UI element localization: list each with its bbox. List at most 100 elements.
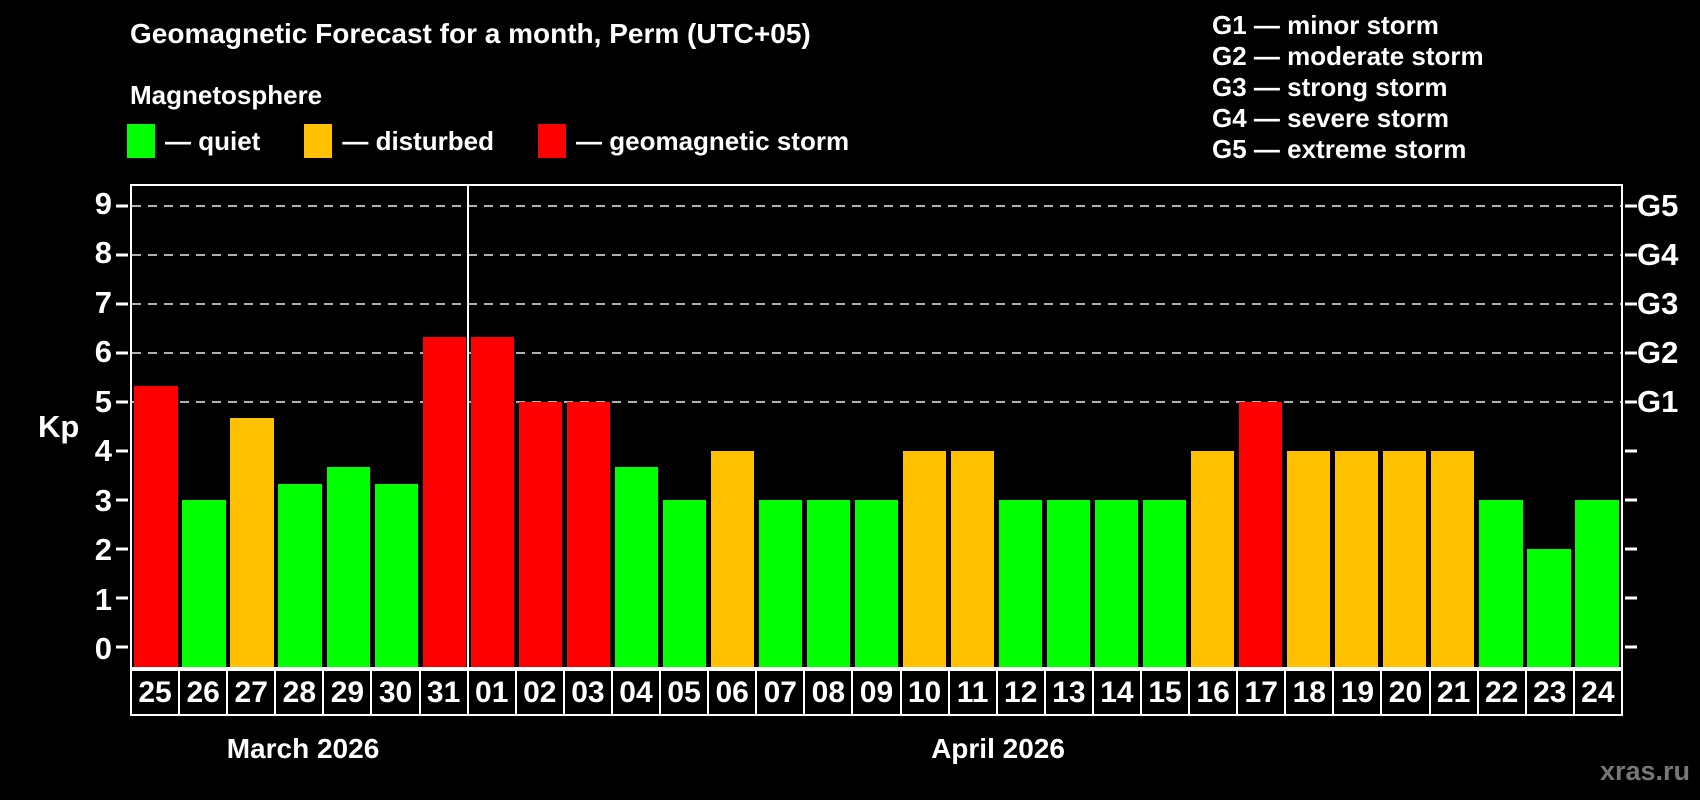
kp-bar-11 — [950, 451, 995, 667]
legend-item-disturbed: — disturbed — [304, 124, 494, 158]
kp-bar-20 — [1383, 451, 1427, 667]
g-axis-label-g2: G2 — [1637, 334, 1679, 370]
day-label-19: 19 — [1332, 671, 1380, 714]
month-separator-line — [467, 186, 470, 667]
day-label-03: 03 — [562, 671, 611, 714]
activity-legend: — quiet — disturbed — geomagnetic storm — [127, 124, 849, 158]
day-axis-row: 25 26 27 28 29 30 31 01 02 03 04 05 06 07 08 09 10 11 12 13… — [130, 669, 1623, 716]
magnetosphere-label: Magnetosphere — [130, 80, 323, 110]
day-label-06: 06 — [707, 671, 755, 714]
day-label-21: 21 — [1428, 671, 1477, 714]
kp-axis-tick-labels: 0 1 2 3 4 5 6 7 8 9 — [0, 184, 112, 669]
day-label-13: 13 — [1043, 671, 1092, 714]
kp-tick-label-3: 3 — [94, 482, 112, 518]
day-label-23: 23 — [1524, 671, 1573, 714]
g-axis-label-g1: G1 — [1637, 383, 1679, 419]
watermark-xras: xras.ru — [1599, 756, 1690, 786]
kp-bar-19 — [1335, 451, 1379, 667]
day-label-25: 25 — [138, 675, 172, 709]
month-label-march: March 2026 — [226, 733, 380, 764]
day-label-31: 31 — [418, 671, 467, 714]
kp-bar-22 — [1479, 500, 1523, 667]
legend-label-quiet: — quiet — [165, 125, 261, 156]
kp-bar-29 — [326, 467, 370, 667]
kp-bar-06 — [710, 451, 754, 667]
kp-bar-14 — [1095, 500, 1139, 667]
day-label-01: 01 — [466, 671, 515, 714]
kp-bar-28 — [278, 483, 322, 667]
kp-tick-label-4: 4 — [94, 433, 112, 469]
kp-tick-label-1: 1 — [94, 581, 112, 617]
kp-tick-right-2 — [1625, 547, 1637, 551]
kp-tick-right-9 — [1625, 204, 1637, 208]
g-legend-line-1: G1 — minor storm — [1212, 10, 1439, 40]
kp-tick-right-1 — [1625, 596, 1637, 600]
gridline-kp8 — [132, 253, 1621, 256]
kp-bar-07 — [758, 500, 803, 667]
gridline-kp5 — [132, 400, 1621, 403]
day-label-24: 24 — [1572, 671, 1621, 714]
kp-tick-left-5 — [116, 400, 128, 404]
day-label-30: 30 — [370, 671, 418, 714]
g-legend-line-3: G3 — strong storm — [1212, 72, 1448, 102]
day-label-22: 22 — [1476, 671, 1525, 714]
day-label-02: 02 — [514, 671, 563, 714]
kp-tick-right-6 — [1625, 351, 1637, 355]
month-label-april: April 2026 — [931, 733, 1065, 764]
kp-bar-01 — [470, 336, 514, 667]
storm-color-swatch — [538, 124, 567, 158]
g-scale-legend: G1 — minor storm G2 — moderate storm G3 — … — [1212, 10, 1484, 165]
kp-tick-left-9 — [116, 204, 128, 208]
day-label-09: 09 — [851, 671, 899, 714]
day-label-26: 26 — [178, 671, 226, 714]
kp-tick-right-8 — [1625, 253, 1637, 257]
g-axis-label-g4: G4 — [1637, 236, 1679, 272]
legend-item-quiet: — quiet — [127, 124, 260, 158]
kp-bar-30 — [374, 483, 418, 667]
kp-bar-18 — [1287, 451, 1331, 667]
day-label-16: 16 — [1188, 671, 1236, 714]
kp-bar-26 — [182, 500, 226, 667]
day-label-29: 29 — [322, 671, 370, 714]
legend-label-storm: — geomagnetic storm — [576, 125, 850, 156]
day-label-15: 15 — [1139, 671, 1188, 714]
kp-tick-label-0: 0 — [94, 631, 112, 667]
kp-tick-left-0 — [116, 645, 128, 649]
kp-tick-right-4 — [1625, 449, 1637, 453]
kp-axis-title: Kp — [38, 409, 80, 444]
kp-bar-03 — [566, 401, 610, 667]
legend-label-disturbed: — disturbed — [342, 125, 495, 156]
plot-area: G1 G2 G3 G4 G5 — [116, 184, 1678, 669]
day-label-05: 05 — [659, 671, 707, 714]
gridline-kp6 — [132, 351, 1621, 354]
kp-bar-15 — [1143, 500, 1187, 667]
g-legend-line-2: G2 — moderate storm — [1212, 41, 1484, 71]
day-label-07: 07 — [755, 671, 803, 714]
day-label-28: 28 — [274, 671, 322, 714]
quiet-color-swatch — [127, 124, 155, 158]
day-label-08: 08 — [803, 671, 851, 714]
day-label-20: 20 — [1380, 671, 1428, 714]
kp-bar-12 — [998, 500, 1043, 667]
day-label-18: 18 — [1284, 671, 1332, 714]
g-legend-line-4: G4 — severe storm — [1212, 103, 1450, 133]
kp-bar-31 — [422, 336, 466, 667]
kp-bar-23 — [1527, 549, 1571, 667]
kp-tick-left-2 — [116, 547, 128, 551]
kp-bar-25 — [134, 385, 178, 667]
day-label-10: 10 — [899, 671, 948, 714]
kp-bar-04 — [614, 467, 658, 667]
kp-tick-label-2: 2 — [94, 532, 112, 568]
chart-title: Geomagnetic Forecast for a month, Perm (… — [130, 18, 811, 49]
kp-tick-left-1 — [116, 596, 128, 600]
g-legend-line-5: G5 — extreme storm — [1212, 134, 1467, 164]
kp-tick-label-7: 7 — [94, 284, 112, 320]
day-label-04: 04 — [610, 671, 659, 714]
gridline-kp9 — [132, 204, 1621, 207]
kp-bar-08 — [806, 500, 851, 667]
plot-inner: G1 G2 G3 G4 G5 — [116, 186, 1678, 667]
kp-bar-16 — [1191, 451, 1235, 667]
kp-bar-10 — [902, 451, 947, 667]
kp-bar-27 — [230, 418, 274, 667]
